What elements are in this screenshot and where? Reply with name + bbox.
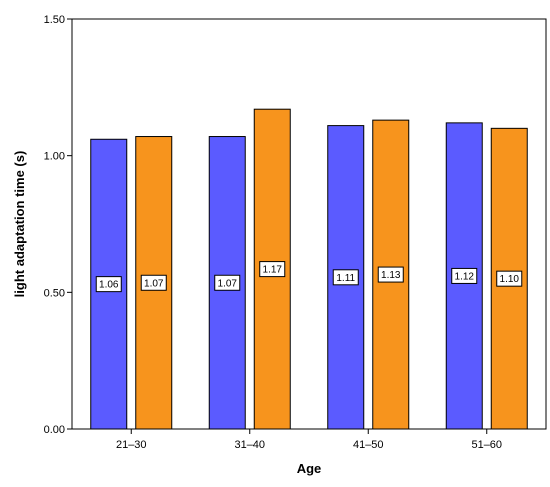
data-label: 1.17	[263, 265, 283, 276]
x-tick-label: 21–30	[116, 439, 147, 451]
data-label: 1.06	[99, 280, 119, 291]
data-label-box	[140, 274, 167, 291]
y-axis-title: light adaptation time (s)	[12, 151, 27, 298]
x-axis-title: Age	[297, 461, 322, 476]
y-tick-label: 0.50	[44, 287, 65, 299]
y-tick-label: 0.00	[44, 424, 65, 436]
y-tick-label: 1.50	[44, 14, 65, 26]
bars-group: 1.06 1.07 1.07 1.17 1.11 1.13 1.12 1.10	[90, 108, 528, 430]
data-label: 1.10	[500, 274, 520, 285]
data-label: 1.12	[455, 271, 475, 282]
x-tick-label: 31–40	[234, 439, 265, 451]
data-label-box	[214, 274, 241, 291]
data-label: 1.07	[218, 278, 238, 289]
y-axis: 0.00 0.50 1.00 1.50	[44, 14, 72, 436]
data-label: 1.07	[144, 278, 164, 289]
data-label-box	[377, 266, 404, 283]
data-label-box	[95, 276, 122, 293]
data-label: 1.13	[381, 270, 401, 281]
data-label: 1.11	[336, 273, 355, 284]
x-axis: 21–30 31–40 41–50 51–60	[116, 429, 502, 451]
y-tick-label: 1.00	[44, 151, 65, 163]
x-tick-label: 51–60	[471, 439, 502, 451]
data-label-box	[496, 270, 523, 287]
data-label-box	[451, 267, 478, 284]
data-label-box	[332, 269, 359, 286]
x-tick-label: 41–50	[353, 439, 384, 451]
data-label-box	[259, 261, 286, 278]
